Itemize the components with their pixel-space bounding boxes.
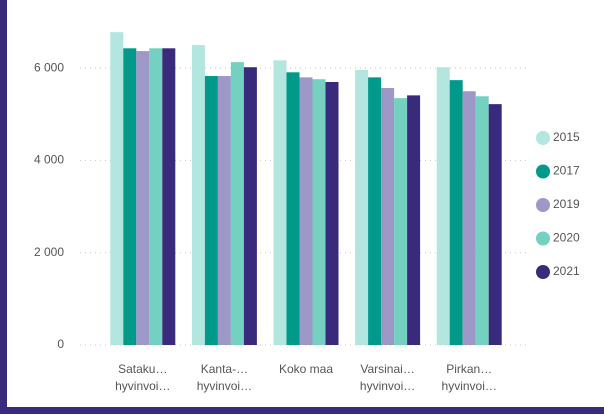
y-tick-label: 0 xyxy=(57,337,64,351)
bar xyxy=(273,60,287,345)
bar xyxy=(394,98,408,345)
x-tick-label: hyvinvoi… xyxy=(197,379,252,393)
legend-label: 2021 xyxy=(553,264,580,278)
frame-left xyxy=(0,0,7,414)
bar xyxy=(449,80,463,345)
x-tick-label: Pirkan… xyxy=(446,362,492,376)
bar xyxy=(462,91,476,345)
bar xyxy=(355,69,369,345)
bar xyxy=(136,51,150,345)
legend-swatch xyxy=(536,231,550,246)
x-tick-label: hyvinvoi… xyxy=(360,379,415,393)
legend-swatch xyxy=(536,198,550,212)
bar xyxy=(436,67,450,345)
legend-swatch xyxy=(536,164,550,179)
bar xyxy=(407,95,421,345)
bar xyxy=(162,48,176,346)
bar xyxy=(149,48,163,346)
legend-label: 2019 xyxy=(553,197,580,211)
legend-label: 2015 xyxy=(553,130,580,144)
legend-label: 2020 xyxy=(553,231,580,245)
bar xyxy=(368,77,382,345)
y-tick-label: 6 000 xyxy=(34,60,64,74)
bar xyxy=(230,62,244,345)
bar xyxy=(204,75,218,345)
bar xyxy=(312,79,326,346)
bar xyxy=(217,75,231,345)
legend-swatch xyxy=(536,131,550,145)
bar xyxy=(243,67,257,345)
bar xyxy=(110,32,124,345)
bar xyxy=(123,48,137,346)
x-tick-label: Varsinai… xyxy=(360,362,414,376)
x-tick-label: hyvinvoi… xyxy=(442,379,497,393)
bar xyxy=(191,45,205,345)
x-tick-label: Sataku… xyxy=(118,362,167,376)
frame-bottom xyxy=(0,407,604,414)
y-tick-label: 4 000 xyxy=(34,153,64,167)
legend-swatch xyxy=(536,265,550,279)
x-tick-label: Koko maa xyxy=(279,362,333,376)
bar xyxy=(286,72,300,345)
bar xyxy=(325,81,339,345)
y-tick-label: 2 000 xyxy=(34,245,64,259)
x-tick-label: hyvinvoi… xyxy=(115,379,170,393)
legend-label: 2017 xyxy=(553,164,580,178)
bar xyxy=(488,104,502,346)
x-tick-label: Kanta-… xyxy=(201,362,248,376)
bar xyxy=(475,96,489,345)
bar xyxy=(299,77,313,345)
bar xyxy=(381,87,395,345)
